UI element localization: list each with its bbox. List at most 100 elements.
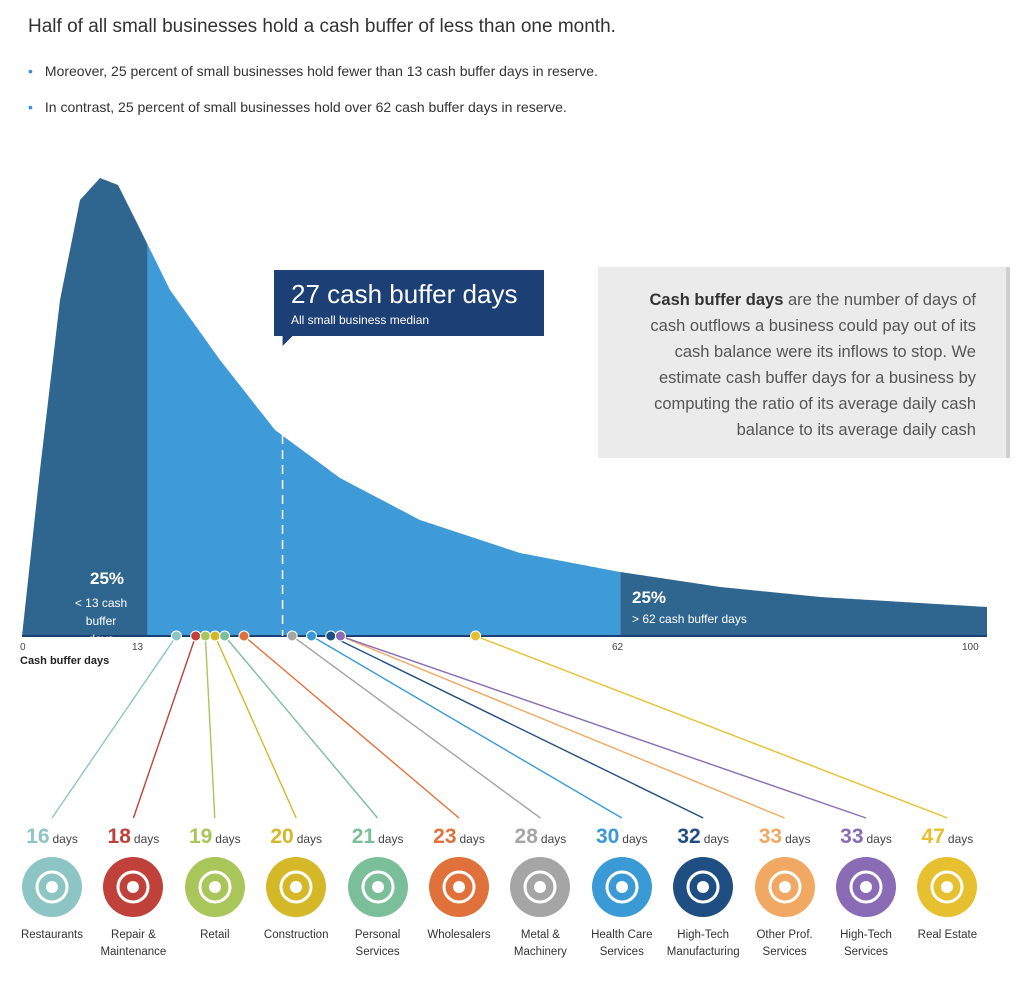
top-quartile-pct: 25%: [632, 588, 667, 607]
industry-days-unit: days: [703, 832, 730, 846]
median-callout-title: 27 cash buffer days: [291, 279, 518, 309]
industry-marker: [190, 630, 202, 642]
definition-text: are the number of days of cash outflows …: [650, 291, 976, 439]
x-tick-62: 62: [612, 642, 624, 653]
top-quartile-label: > 62 cash buffer days: [632, 612, 747, 626]
connector-line: [291, 635, 541, 819]
industry-card: 32 days High-Tech Manufacturing: [661, 825, 745, 961]
industry-label: Other Prof. Services: [756, 929, 813, 958]
industry-days-unit: days: [622, 832, 648, 846]
industry-days-unit: days: [378, 832, 404, 846]
briefcase-icon: [754, 857, 815, 917]
industry-days-unit: days: [947, 832, 974, 846]
industry-days: 28: [514, 825, 538, 848]
industry-days-unit: days: [296, 832, 323, 846]
industry-card: 16 days Restaurants: [10, 825, 94, 944]
x-tick-13: 13: [132, 642, 144, 653]
house-sign-icon: [917, 857, 978, 917]
industry-marker: [199, 630, 211, 642]
industry-days: 33: [840, 825, 864, 848]
industry-card: 23 days Wholesalers: [417, 825, 501, 944]
industry-card: 30 days Health Care Services: [580, 825, 664, 961]
hard-hat-icon: [266, 857, 327, 917]
area-top-quartile: [620, 572, 987, 636]
definition-box: Cash buffer days are the number of days …: [598, 267, 1010, 458]
industry-days-unit: days: [785, 832, 811, 846]
industry-label: Metal & Machinery: [513, 929, 567, 958]
caduceus-icon: [591, 857, 652, 917]
area-bottom-quartile: [22, 178, 148, 636]
bottom-quartile-label: < 13 cash buffer days: [74, 596, 128, 646]
connector-line: [340, 635, 867, 819]
industry-label: High-Tech Manufacturing: [666, 929, 740, 958]
connector-line: [204, 635, 216, 819]
industry-days: 23: [433, 825, 457, 848]
industry-card: 33 days Other Prof. Services: [743, 825, 827, 961]
industry-days: 18: [107, 825, 131, 848]
industry-days-unit: days: [215, 832, 241, 846]
shopping-bag-icon: [184, 857, 245, 917]
toolbox-icon: [103, 857, 164, 917]
industry-card: 47 days Real Estate: [905, 825, 989, 944]
industry-label: Wholesalers: [427, 929, 491, 941]
connector-line: [330, 635, 704, 819]
industry-marker: [470, 630, 482, 642]
industry-days: 16: [26, 825, 50, 848]
industry-card: 33 days High-Tech Services: [824, 825, 908, 961]
industry-label: High-Tech Services: [840, 929, 892, 958]
median-callout-subtitle: All small business median: [291, 313, 430, 327]
chip-icon: [673, 857, 734, 917]
connector-line: [224, 635, 379, 819]
x-tick-100: 100: [962, 642, 979, 653]
gears-icon: [510, 857, 571, 917]
industry-days: 33: [758, 825, 783, 848]
industry-marker: [325, 630, 337, 642]
industry-label: Repair & Maintenance: [100, 929, 167, 958]
industry-marker: [238, 630, 250, 642]
headline: Half of all small businesses hold a cash…: [28, 16, 616, 37]
industry-days: 19: [188, 825, 213, 848]
x-axis-label: Cash buffer days: [20, 655, 110, 667]
industry-days-unit: days: [133, 832, 160, 846]
industry-card: 20 days Construction: [254, 825, 338, 944]
bullet-1: • Moreover, 25 percent of small businesse…: [28, 63, 598, 79]
connector-line: [214, 635, 297, 819]
industry-label: Health Care Services: [591, 929, 653, 958]
median-callout-pointer: [282, 336, 293, 346]
industry-marker: [219, 630, 231, 642]
hanger-icon: [347, 857, 408, 917]
industry-marker: [306, 630, 317, 642]
industry-label: Real Estate: [917, 929, 978, 941]
industry-marker: [209, 630, 221, 642]
connector-line: [243, 635, 460, 819]
industry-days: 30: [595, 825, 620, 848]
industry-days-unit: days: [459, 832, 485, 846]
industry-label: Restaurants: [20, 929, 83, 941]
connector-line: [132, 635, 197, 819]
industry-card: 28 days Metal & Machinery: [498, 825, 582, 961]
median-callout: 27 cash buffer days All small business m…: [274, 270, 544, 336]
computer-icon: [836, 857, 896, 917]
industry-days: 47: [921, 825, 945, 848]
connector-line: [340, 635, 785, 819]
boxes-icon: [429, 857, 489, 917]
industry-days: 20: [270, 825, 294, 848]
bullet-2: • In contrast, 25 percent of small busine…: [28, 99, 567, 115]
industry-days-unit: days: [52, 832, 78, 846]
connector-line: [475, 635, 948, 819]
industry-days-unit: days: [866, 832, 892, 846]
industry-marker: [286, 630, 298, 642]
industry-days: 21: [351, 825, 376, 848]
industry-card: 21 days Personal Services: [336, 825, 420, 961]
industry-days: 32: [677, 825, 701, 848]
industry-card: 18 days Repair & Maintenance: [91, 825, 175, 961]
industry-label: Personal Services: [354, 929, 401, 958]
x-tick-0: 0: [20, 642, 26, 653]
definition-term: Cash buffer days: [649, 291, 784, 309]
industry-marker: [334, 630, 346, 642]
industry-marker: [170, 630, 182, 642]
plate-icon: [22, 857, 82, 917]
connector-line: [51, 635, 177, 819]
area-middle: [147, 244, 621, 636]
